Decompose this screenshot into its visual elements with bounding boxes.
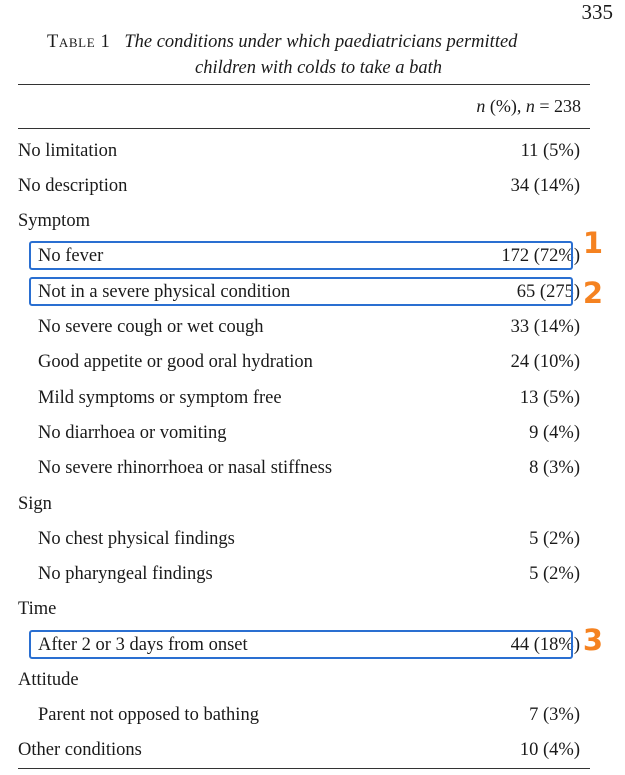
row-label: Parent not opposed to bathing <box>38 704 259 725</box>
row-value: 5 (2%) <box>529 528 580 549</box>
row-label: Good appetite or good oral hydration <box>38 351 313 372</box>
row-value: 44 (18%) <box>510 634 580 655</box>
table-row: Parent not opposed to bathing 7 (3%) <box>38 700 580 730</box>
caption-line-1: The conditions under which paediatrician… <box>124 32 518 52</box>
annotation-marker-3: 3 <box>582 623 603 657</box>
annotation-marker-1: 1 <box>582 226 603 260</box>
column-header-n: n <box>476 96 486 116</box>
row-label: No chest physical findings <box>38 528 235 549</box>
row-label: No fever <box>38 245 104 266</box>
section-label: Time <box>18 598 57 619</box>
table-row: Other conditions 10 (4%) <box>18 735 580 765</box>
section-heading-sign: Sign <box>18 489 580 519</box>
row-label: Not in a severe physical condition <box>38 281 291 302</box>
table-row: No chest physical findings 5 (2%) <box>38 524 580 554</box>
row-value: 5 (2%) <box>529 563 580 584</box>
table-row: Mild symptoms or symptom free 13 (5%) <box>38 383 580 413</box>
row-label: Other conditions <box>18 739 142 760</box>
row-value: 34 (14%) <box>510 175 580 196</box>
row-value: 65 (275) <box>516 281 580 302</box>
table-row: No description 34 (14%) <box>18 171 580 201</box>
row-value: 8 (3%) <box>529 457 580 478</box>
section-heading-time: Time <box>18 594 580 624</box>
row-value: 11 (5%) <box>520 140 580 161</box>
table-row: After 2 or 3 days from onset 44 (18%) <box>38 630 580 660</box>
section-heading-attitude: Attitude <box>18 665 580 695</box>
row-value: 7 (3%) <box>529 704 580 725</box>
row-label: No diarrhoea or vomiting <box>38 422 227 443</box>
column-header: n (%), n = 238 <box>476 96 581 117</box>
row-label: After 2 or 3 days from onset <box>38 634 248 655</box>
row-label: No description <box>18 175 128 196</box>
row-label: Mild symptoms or symptom free <box>38 387 282 408</box>
row-value: 33 (14%) <box>510 316 580 337</box>
section-label: Sign <box>18 493 52 514</box>
header-rule <box>18 128 590 129</box>
row-value: 9 (4%) <box>529 422 580 443</box>
highlight-box-1 <box>29 241 573 270</box>
page-number: 335 <box>581 0 614 24</box>
top-rule <box>18 84 590 85</box>
table-row: No limitation 11 (5%) <box>18 136 580 166</box>
table-row: No pharyngeal findings 5 (2%) <box>38 559 580 589</box>
table-row: No severe cough or wet cough 33 (14%) <box>38 312 580 342</box>
row-label: No pharyngeal findings <box>38 563 213 584</box>
row-value: 24 (10%) <box>510 351 580 372</box>
section-heading-symptom: Symptom <box>18 206 580 236</box>
row-value: 13 (5%) <box>519 387 580 408</box>
bottom-rule <box>18 768 590 769</box>
row-value: 172 (72%) <box>501 245 580 266</box>
table-row: No severe rhinorrhoea or nasal stiffness… <box>38 453 580 483</box>
highlight-box-2 <box>29 277 573 306</box>
column-header-total: = 238 <box>534 96 581 116</box>
table-row: Good appetite or good oral hydration 24 … <box>38 347 580 377</box>
table-row: No diarrhoea or vomiting 9 (4%) <box>38 418 580 448</box>
row-label: No severe rhinorrhoea or nasal stiffness <box>38 457 333 478</box>
highlight-box-3 <box>29 630 573 659</box>
table-row: No fever 172 (72%) <box>38 241 580 271</box>
table-row: Not in a severe physical condition 65 (2… <box>38 277 580 307</box>
column-header-n2: n <box>525 96 535 116</box>
row-label: No limitation <box>18 140 118 161</box>
row-label: No severe cough or wet cough <box>38 316 264 337</box>
section-label: Attitude <box>18 669 79 690</box>
annotation-marker-2: 2 <box>582 276 603 310</box>
column-header-pct: (%), <box>485 96 526 116</box>
table-label: Table 1 <box>47 32 111 52</box>
section-label: Symptom <box>18 210 90 231</box>
caption-line-2: children with colds to take a bath <box>195 58 442 78</box>
row-value: 10 (4%) <box>519 739 580 760</box>
